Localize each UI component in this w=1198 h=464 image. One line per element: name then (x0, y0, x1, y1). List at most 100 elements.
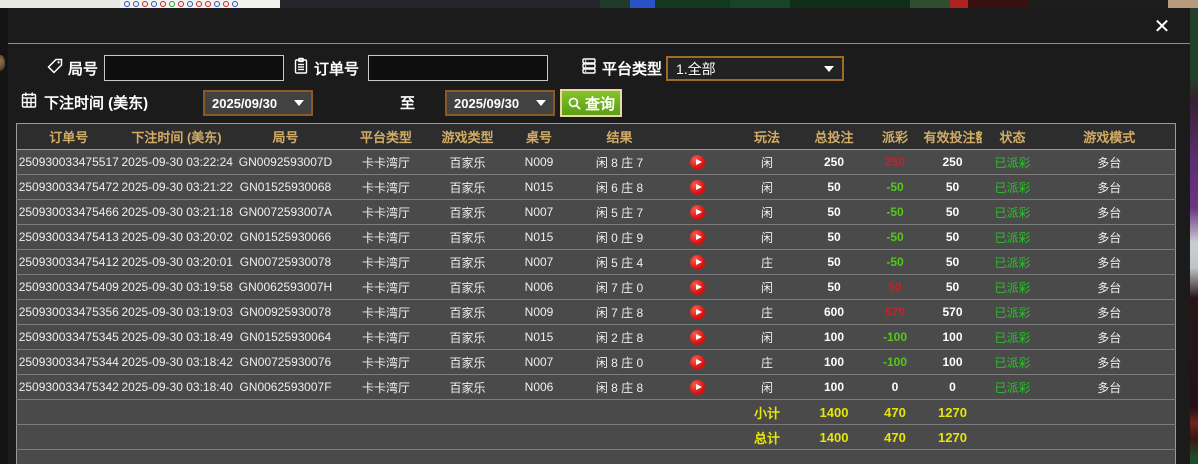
cell-game_type: 百家乐 (433, 299, 502, 325)
cell-game_type: 百家乐 (433, 249, 502, 275)
cell-game_type: 百家乐 (433, 199, 502, 225)
background-right-sliver (1190, 8, 1198, 464)
cell-table_no: N006 (501, 374, 577, 400)
replay-button[interactable] (690, 304, 705, 320)
bet-time-label: 下注时间 (美东) (44, 95, 149, 112)
cell-replay (662, 349, 733, 375)
summary-payout: 470 (866, 424, 924, 450)
cell-replay (662, 199, 733, 225)
close-icon[interactable]: ✕ (1153, 16, 1171, 38)
cell-order_no: 250930033475344 (16, 349, 121, 375)
date-from-picker[interactable]: 2025/09/30 (203, 90, 313, 116)
replay-button[interactable] (690, 254, 705, 270)
cell-payout: -50 (866, 199, 924, 225)
cell-order_no: 250930033475472 (16, 174, 121, 200)
cell-mode: 多台 (1043, 374, 1176, 400)
cell-game_no: GN00725930076 (232, 349, 339, 375)
cell-game_type: 百家乐 (433, 174, 502, 200)
replay-button[interactable] (690, 379, 705, 395)
summary-valid-bet: 1270 (923, 399, 982, 425)
table-row: 250930033475344 2025-09-30 03:18:42 GN0072… (16, 349, 1176, 375)
cell-mode: 多台 (1043, 274, 1176, 300)
date-to-picker[interactable]: 2025/09/30 (445, 90, 555, 116)
cell-payout: -50 (866, 249, 924, 275)
cell-table_no: N007 (501, 249, 577, 275)
order-no-label: 订单号 (314, 61, 360, 78)
cell-platform: 卡卡湾厅 (338, 249, 434, 275)
cell-mode: 多台 (1043, 349, 1176, 375)
replay-button[interactable] (690, 179, 705, 195)
replay-button[interactable] (690, 154, 705, 170)
cell-play_type: 闲 (732, 274, 802, 300)
chevron-down-icon (536, 100, 546, 106)
cell-bet_total: 100 (801, 349, 867, 375)
cell-platform: 卡卡湾厅 (338, 324, 434, 350)
table-row: 250930033475412 2025-09-30 03:20:01 GN0072… (16, 249, 1176, 275)
replay-button[interactable] (690, 354, 705, 370)
cell-game_no: GN0072593007A (232, 199, 339, 225)
cell-status: 已派彩 (981, 174, 1044, 200)
cell-valid_bet: 50 (923, 174, 982, 200)
cell-replay (662, 224, 733, 250)
cell-valid_bet: 50 (923, 199, 982, 225)
cell-status: 已派彩 (981, 224, 1044, 250)
platform-select[interactable]: 1.全部 (666, 56, 844, 81)
bet-records-dialog: ✕ 局号 订单号 平台类型 1.全部 (8, 8, 1190, 464)
cell-result: 闲 2 庄 8 (576, 324, 663, 350)
play-icon (695, 209, 702, 216)
cell-payout: 0 (866, 374, 924, 400)
cell-status: 已派彩 (981, 274, 1044, 300)
cell-valid_bet: 570 (923, 299, 982, 325)
play-icon (695, 384, 702, 391)
order-no-input[interactable] (368, 55, 548, 81)
cell-payout: -50 (866, 174, 924, 200)
replay-button[interactable] (690, 279, 705, 295)
cell-status: 已派彩 (981, 199, 1044, 225)
cell-play_type: 闲 (732, 199, 802, 225)
cell-game_type: 百家乐 (433, 149, 502, 175)
replay-button[interactable] (690, 229, 705, 245)
cell-status: 已派彩 (981, 324, 1044, 350)
game-no-input[interactable] (104, 55, 284, 81)
column-header-game_type: 游戏类型 (433, 123, 502, 150)
tag-icon (46, 57, 64, 75)
cell-platform: 卡卡湾厅 (338, 174, 434, 200)
cell-platform: 卡卡湾厅 (338, 149, 434, 175)
cell-replay (662, 299, 733, 325)
empty-cell (16, 449, 1176, 464)
baccarat-roadmap-strip (120, 0, 280, 8)
cell-status: 已派彩 (981, 249, 1044, 275)
table-row: 250930033475413 2025-09-30 03:20:02 GN0152… (16, 224, 1176, 250)
query-button[interactable]: 查询 (560, 89, 622, 117)
replay-button[interactable] (690, 204, 705, 220)
summary-bet-total: 1400 (801, 424, 867, 450)
cell-order_no: 250930033475466 (16, 199, 121, 225)
cell-table_no: N009 (501, 299, 577, 325)
cell-bet_total: 50 (801, 249, 867, 275)
column-header-bet_total: 总投注 (801, 123, 867, 150)
clipboard-icon (292, 57, 310, 75)
summary-spacer (16, 424, 733, 450)
play-icon (695, 184, 702, 191)
cell-replay (662, 324, 733, 350)
column-header-mode: 游戏模式 (1043, 123, 1176, 150)
cell-bet_total: 100 (801, 374, 867, 400)
summary-bet-total: 1400 (801, 399, 867, 425)
background-left-sliver (0, 8, 8, 464)
platform-selected-value: 1.全部 (676, 60, 716, 77)
cell-order_no: 250930033475342 (16, 374, 121, 400)
column-header-play_type: 玩法 (732, 123, 802, 150)
replay-button[interactable] (690, 329, 705, 345)
cell-table_no: N015 (501, 174, 577, 200)
cell-mode: 多台 (1043, 174, 1176, 200)
cell-table_no: N015 (501, 224, 577, 250)
cell-order_no: 250930033475517 (16, 149, 121, 175)
cell-play_type: 闲 (732, 174, 802, 200)
play-icon (695, 159, 702, 166)
date-to-value: 2025/09/30 (454, 95, 520, 111)
play-icon (695, 284, 702, 291)
calendar-icon (20, 91, 38, 109)
column-header-valid_bet: 有效投注额 (923, 123, 982, 150)
summary-label: 总计 (732, 424, 802, 450)
